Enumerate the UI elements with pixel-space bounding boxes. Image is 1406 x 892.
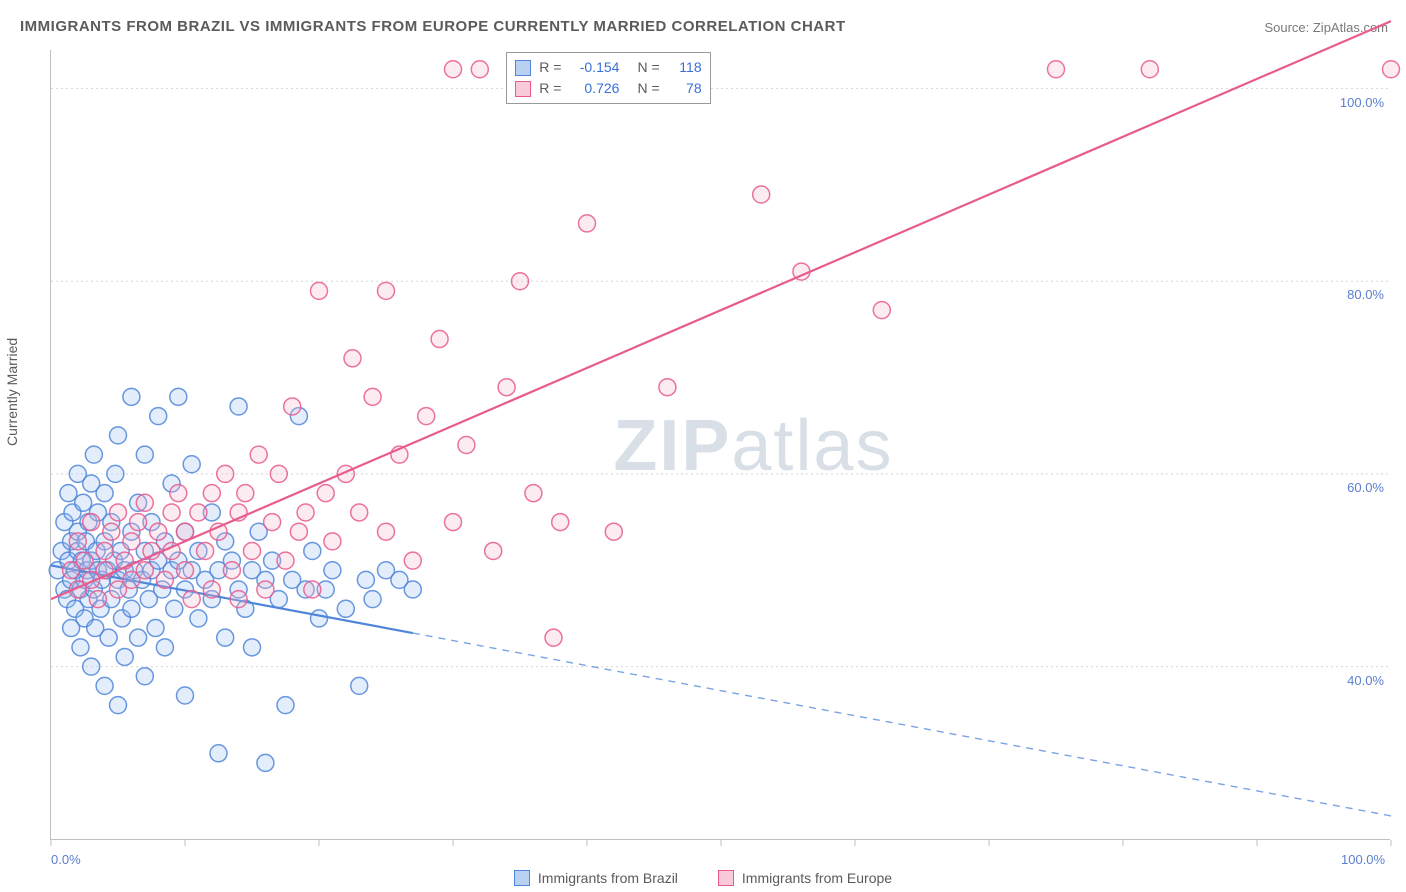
source-label: Source: ZipAtlas.com xyxy=(1264,20,1388,35)
chart-title: IMMIGRANTS FROM BRAZIL VS IMMIGRANTS FRO… xyxy=(20,18,846,35)
stat-n-value: 118 xyxy=(668,57,702,78)
y-tick-label: 100.0% xyxy=(1340,95,1384,110)
stat-n-value: 78 xyxy=(668,78,702,99)
statbox-row: R = 0.726 N = 78 xyxy=(515,78,701,99)
stat-r-label: R = xyxy=(539,57,561,78)
scatter-svg xyxy=(51,50,1391,840)
legend-swatch xyxy=(514,870,530,886)
x-tick-label: 0.0% xyxy=(51,852,81,867)
stat-r-label: R = xyxy=(539,78,561,99)
legend-swatch xyxy=(718,870,734,886)
statbox-row: R = -0.154 N = 118 xyxy=(515,57,701,78)
stat-n-label: N = xyxy=(637,78,659,99)
y-tick-label: 80.0% xyxy=(1347,287,1384,302)
legend-label: Immigrants from Brazil xyxy=(538,870,678,886)
y-tick-label: 60.0% xyxy=(1347,480,1384,495)
statbox-swatch xyxy=(515,81,531,97)
x-tick-label: 100.0% xyxy=(1341,852,1385,867)
plot-area: ZIPatlas R =-0.154N =118R =0.726N =78 40… xyxy=(50,50,1390,840)
correlation-stats-box: R = -0.154 N = 118 R = 0.726 N = 78 xyxy=(506,52,710,104)
stat-r-value: 0.726 xyxy=(569,78,619,99)
legend-item: Immigrants from Europe xyxy=(718,870,892,886)
y-tick-label: 40.0% xyxy=(1347,673,1384,688)
bottom-legend: Immigrants from Brazil Immigrants from Eu… xyxy=(0,870,1406,886)
stat-r-value: -0.154 xyxy=(569,57,619,78)
statbox-swatch xyxy=(515,60,531,76)
y-axis-label: Currently Married xyxy=(4,338,20,446)
legend-item: Immigrants from Brazil xyxy=(514,870,678,886)
legend-label: Immigrants from Europe xyxy=(742,870,892,886)
stat-n-label: N = xyxy=(637,57,659,78)
